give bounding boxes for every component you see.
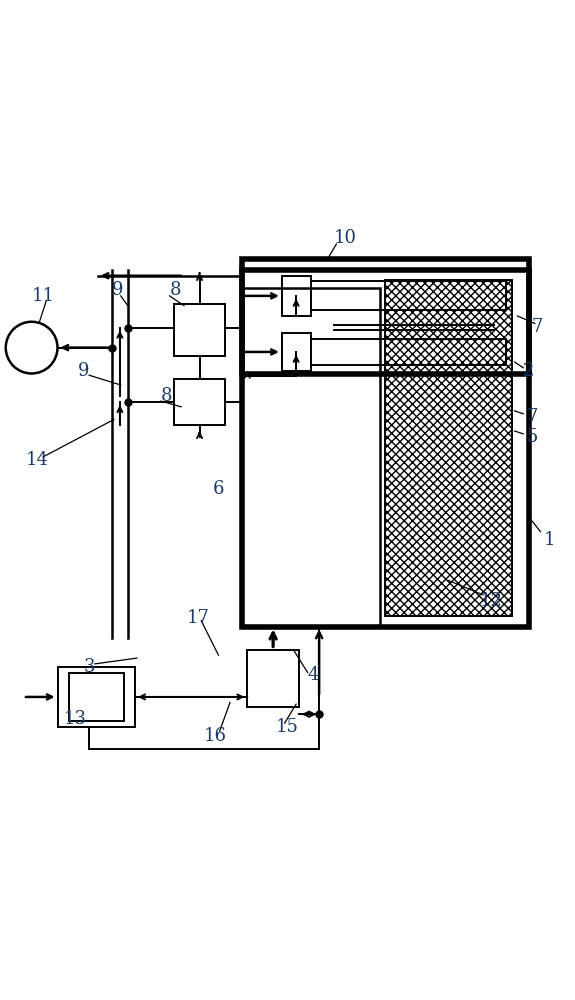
Text: 9: 9 <box>112 281 124 299</box>
Text: 9: 9 <box>78 362 89 380</box>
Text: 7: 7 <box>532 318 543 336</box>
Text: 10: 10 <box>334 229 356 247</box>
Text: 4: 4 <box>308 666 319 684</box>
Text: 17: 17 <box>187 609 210 627</box>
Bar <box>385 280 512 616</box>
Text: 13: 13 <box>63 710 86 728</box>
Bar <box>242 270 529 626</box>
Bar <box>69 672 124 721</box>
Text: 14: 14 <box>26 451 49 469</box>
Text: 2: 2 <box>523 362 535 380</box>
Bar <box>242 288 380 626</box>
Text: 16: 16 <box>204 727 227 745</box>
Text: 7: 7 <box>526 408 538 426</box>
Text: 1: 1 <box>543 531 555 549</box>
Text: 8: 8 <box>161 387 172 405</box>
Text: 3: 3 <box>83 658 95 676</box>
Bar <box>247 650 299 707</box>
Bar <box>282 276 310 316</box>
Text: 11: 11 <box>32 287 55 305</box>
Text: 6: 6 <box>213 480 224 497</box>
Text: 15: 15 <box>276 718 299 736</box>
Text: 12: 12 <box>480 592 503 610</box>
Bar <box>242 258 529 373</box>
Text: 8: 8 <box>170 281 181 299</box>
Bar <box>174 379 225 425</box>
Text: 5: 5 <box>526 428 538 446</box>
Bar <box>282 333 310 371</box>
Bar <box>174 304 225 356</box>
Bar <box>58 667 135 727</box>
